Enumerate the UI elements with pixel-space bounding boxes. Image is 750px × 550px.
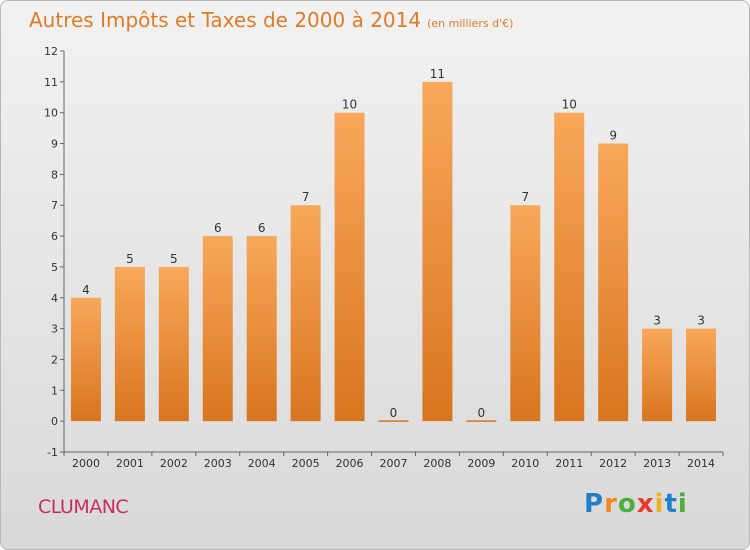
data-label: 10 — [342, 98, 357, 112]
data-label: 7 — [302, 190, 310, 204]
chart-title: Autres Impôts et Taxes de 2000 à 2014 (en… — [29, 8, 513, 32]
y-tick-label: 1 — [51, 384, 58, 397]
logo-letter: i — [654, 489, 665, 519]
bar — [554, 112, 585, 422]
bar — [686, 328, 717, 422]
logo-letter: t — [664, 489, 678, 519]
data-label: 9 — [609, 129, 617, 143]
x-tick-label: 2005 — [292, 457, 320, 470]
data-label: 10 — [562, 98, 577, 112]
bar — [246, 236, 277, 422]
y-tick-label: 12 — [44, 45, 58, 58]
x-tick-label: 2008 — [423, 457, 451, 470]
bar — [598, 143, 629, 422]
x-tick-label: 2002 — [160, 457, 188, 470]
data-label: 4 — [82, 283, 90, 297]
bar — [70, 297, 101, 422]
y-tick-label: 4 — [51, 292, 58, 305]
x-tick-label: 2014 — [687, 457, 715, 470]
y-tick-label: 5 — [51, 261, 58, 274]
bars: 4 5 5 6 6 7 10 0 11 0 7 10 9 3 3 — [70, 67, 717, 422]
data-label: 0 — [390, 406, 398, 420]
data-label: 3 — [697, 314, 705, 328]
data-label: 3 — [653, 314, 661, 328]
bar — [114, 266, 145, 422]
x-tick-label: 2013 — [643, 457, 671, 470]
bar — [334, 112, 365, 422]
bar — [422, 81, 453, 422]
data-label: 11 — [430, 67, 445, 81]
title-unit: (en milliers d'€) — [427, 17, 514, 30]
y-tick-label: 8 — [51, 168, 58, 181]
x-tick-label: 2006 — [336, 457, 364, 470]
y-tick-label: 10 — [44, 107, 58, 120]
data-label: 5 — [126, 252, 134, 266]
data-label: 7 — [521, 190, 529, 204]
bar — [290, 205, 321, 422]
y-tick-label: 6 — [51, 230, 58, 243]
x-tick-label: 2009 — [467, 457, 495, 470]
x-tick-label: 2011 — [555, 457, 583, 470]
bar — [158, 266, 189, 422]
x-tick-label: 2004 — [248, 457, 276, 470]
data-label: 5 — [170, 252, 178, 266]
x-tick-label: 2007 — [380, 457, 408, 470]
y-tick-label: -1 — [47, 446, 58, 459]
y-tick-label: 11 — [44, 76, 58, 89]
y-tick-label: 9 — [51, 138, 58, 151]
y-tick-label: 7 — [51, 199, 58, 212]
title-text: Autres Impôts et Taxes de 2000 à 2014 — [29, 8, 422, 32]
y-tick-label: 3 — [51, 323, 58, 336]
logo-letter: x — [636, 489, 655, 519]
proxiti-logo[interactable]: Proxiti — [584, 489, 688, 523]
bar — [202, 236, 233, 422]
y-tick-label: 2 — [51, 353, 58, 366]
logo-letter: P — [584, 489, 605, 519]
bar — [642, 328, 673, 422]
logo-letter: i — [677, 489, 688, 519]
x-tick-label: 2003 — [204, 457, 232, 470]
data-label: 0 — [478, 406, 486, 420]
data-label: 6 — [214, 221, 222, 235]
commune-name: CLUMANC — [38, 496, 129, 518]
data-label: 6 — [258, 221, 266, 235]
x-tick-label: 2001 — [116, 457, 144, 470]
bar — [510, 205, 541, 422]
logo-letter: r — [604, 489, 618, 519]
y-tick-label: 0 — [51, 415, 58, 428]
x-tick-label: 2010 — [511, 457, 539, 470]
x-tick-label: 2012 — [599, 457, 627, 470]
x-tick-label: 2000 — [72, 457, 100, 470]
logo-letter: o — [617, 489, 637, 519]
